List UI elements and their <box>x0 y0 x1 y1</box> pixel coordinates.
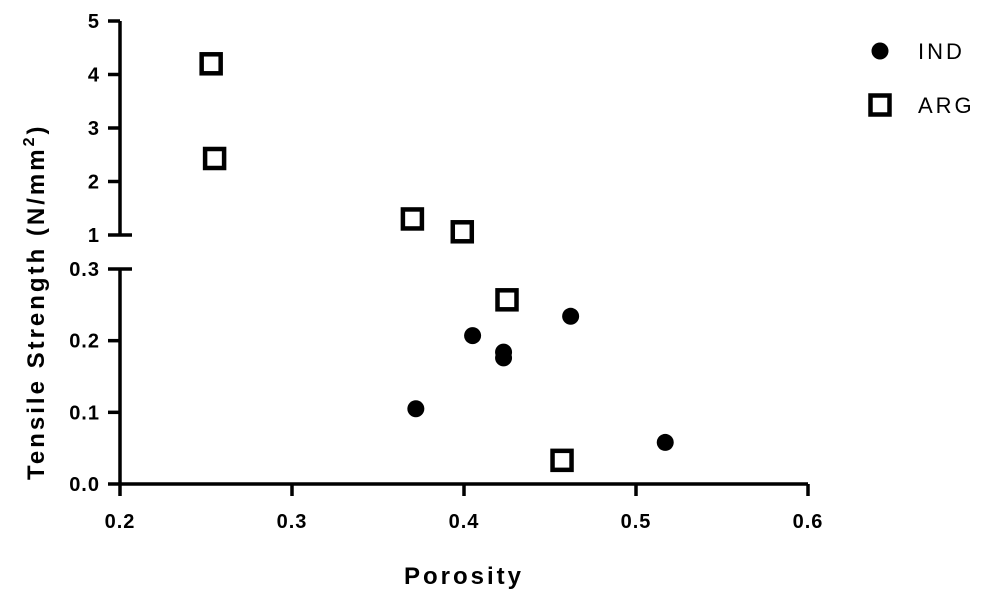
y-axis-title-close: ) <box>23 124 50 135</box>
x-tick-label: 0.3 <box>277 511 308 533</box>
legend-marker-arg <box>868 93 892 117</box>
ind-point <box>562 307 580 325</box>
arg-point <box>450 220 475 244</box>
y-tick-label: 0.3 <box>69 259 100 281</box>
legend: IND ARG <box>868 39 975 118</box>
ind-point <box>407 400 425 418</box>
y-tick-label: 5 <box>88 11 100 33</box>
arg-point <box>199 52 223 76</box>
y-tick-label: 2 <box>88 172 100 194</box>
y-tick-label: 0.2 <box>69 331 100 353</box>
y-tick-label: 0.1 <box>69 402 100 424</box>
y-tick-label: 0.0 <box>69 474 100 496</box>
y-tick-label: 4 <box>88 65 100 87</box>
y-axis-title-main: Tensile Strength (N/mm <box>23 146 50 480</box>
x-tick-label: 0.5 <box>621 511 652 533</box>
arg-point <box>202 146 227 171</box>
legend-label-ind: IND <box>918 39 965 64</box>
x-tick-label: 0.4 <box>449 511 480 533</box>
axes: 0.0 0.1 0.2 0.3 1 2 3 4 5 0.2 0.3 0.4 0.5 0.6 <box>69 11 824 533</box>
x-tick-label: 0.2 <box>105 511 136 533</box>
x-axis-title: Porosity <box>404 563 524 590</box>
data-points <box>199 52 674 473</box>
y-tick-label: 1 <box>88 225 100 247</box>
y-axis-title: Tensile Strength (N/mm2) <box>21 124 50 481</box>
ind-point <box>495 349 513 367</box>
arg-point <box>495 288 519 312</box>
ind-point <box>464 327 482 345</box>
y-tick-label: 3 <box>88 118 100 140</box>
y-axis-title-superscript: 2 <box>21 135 38 147</box>
x-tick-label: 0.6 <box>793 511 824 533</box>
arg-point <box>400 207 425 231</box>
legend-label-arg: ARG <box>918 93 975 118</box>
legend-marker-ind <box>871 42 889 60</box>
arg-point <box>550 448 574 473</box>
ind-point <box>656 433 674 451</box>
